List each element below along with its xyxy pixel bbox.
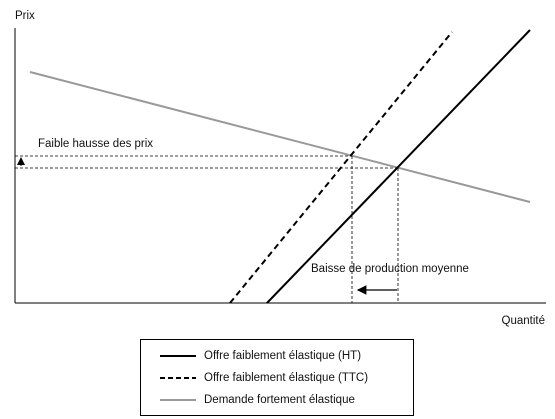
annotation: Faible hausse des prix <box>38 138 153 150</box>
supply-ttc <box>229 31 453 304</box>
y-axis-label: Prix <box>15 10 35 22</box>
guides <box>15 155 399 303</box>
demand-curve <box>29 71 531 203</box>
legend-label: Demande fortement élastique <box>204 394 355 406</box>
legend-label: Offre faiblement élastique (HT) <box>204 350 361 362</box>
x-axis-label: Quantité <box>502 315 545 327</box>
legend-label: Offre faiblement élastique (TTC) <box>204 372 368 384</box>
annotation: Baisse de production moyenne <box>311 263 469 275</box>
supply-ht <box>266 29 531 304</box>
